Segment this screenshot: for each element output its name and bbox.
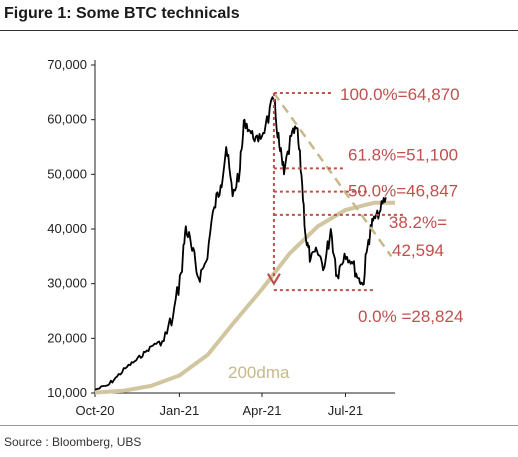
- y-tick-label: 50,000: [47, 166, 87, 181]
- y-tick-label: 40,000: [47, 221, 87, 236]
- fib-level-label: 100.0%=64,870: [340, 85, 460, 104]
- tick-labels: 10,000 20,000 30,000 40,000 50,000 60,000 70,0…: [47, 57, 363, 418]
- fib-annotations: 100.0%=64,870 61.8%=51,100 50.0%=46,847 38.…: [228, 85, 463, 382]
- y-tick-label: 20,000: [47, 330, 87, 345]
- fib-level-label: 50.0%=46,847: [348, 182, 458, 201]
- bottom-divider: [0, 425, 518, 426]
- y-tick-label: 70,000: [47, 57, 87, 72]
- y-tick-label: 30,000: [47, 276, 87, 291]
- dma-200-label: 200dma: [228, 363, 290, 382]
- x-tick-label: Jan-21: [160, 403, 200, 418]
- fib-level-label: 61.8%=51,100: [348, 145, 458, 164]
- x-tick-label: Apr-21: [242, 403, 281, 418]
- fib-level-label: 0.0% =28,824: [358, 307, 463, 326]
- fib-level-label-value: 42,594: [392, 241, 444, 260]
- downtrend-line: [272, 92, 393, 258]
- y-tick-label: 60,000: [47, 112, 87, 127]
- chart-axes: [91, 60, 395, 397]
- source-note: Source : Bloomberg, UBS: [4, 435, 142, 449]
- x-tick-label: Oct-20: [75, 403, 114, 418]
- dma-200-line: [94, 200, 395, 395]
- btc-price-line: [94, 96, 387, 391]
- x-tick-label: Jul-21: [328, 403, 363, 418]
- y-tick-label: 10,000: [47, 385, 87, 400]
- title-divider: [0, 30, 518, 31]
- chart-lines: [94, 92, 395, 395]
- retracement-arrow-head: [266, 273, 281, 286]
- figure-title: Figure 1: Some BTC technicals: [4, 5, 240, 22]
- fib-level-label: 38.2%=: [389, 213, 447, 232]
